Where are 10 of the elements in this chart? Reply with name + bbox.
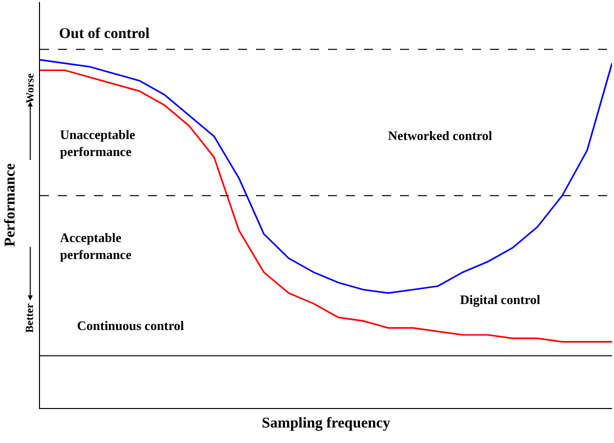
y-axis-title: Performance	[2, 163, 18, 247]
text: Worse	[24, 73, 36, 104]
text: Out of control	[59, 26, 150, 42]
text: Better	[24, 303, 36, 333]
annotation: Digital control	[460, 292, 541, 307]
annotation: Acceptable performance	[60, 230, 132, 262]
annotation: Unacceptable performance	[60, 127, 136, 159]
x-axis-title: Sampling frequency	[262, 415, 391, 432]
annotation: Networked control	[388, 128, 492, 143]
annotation: Continuous control	[77, 318, 184, 333]
